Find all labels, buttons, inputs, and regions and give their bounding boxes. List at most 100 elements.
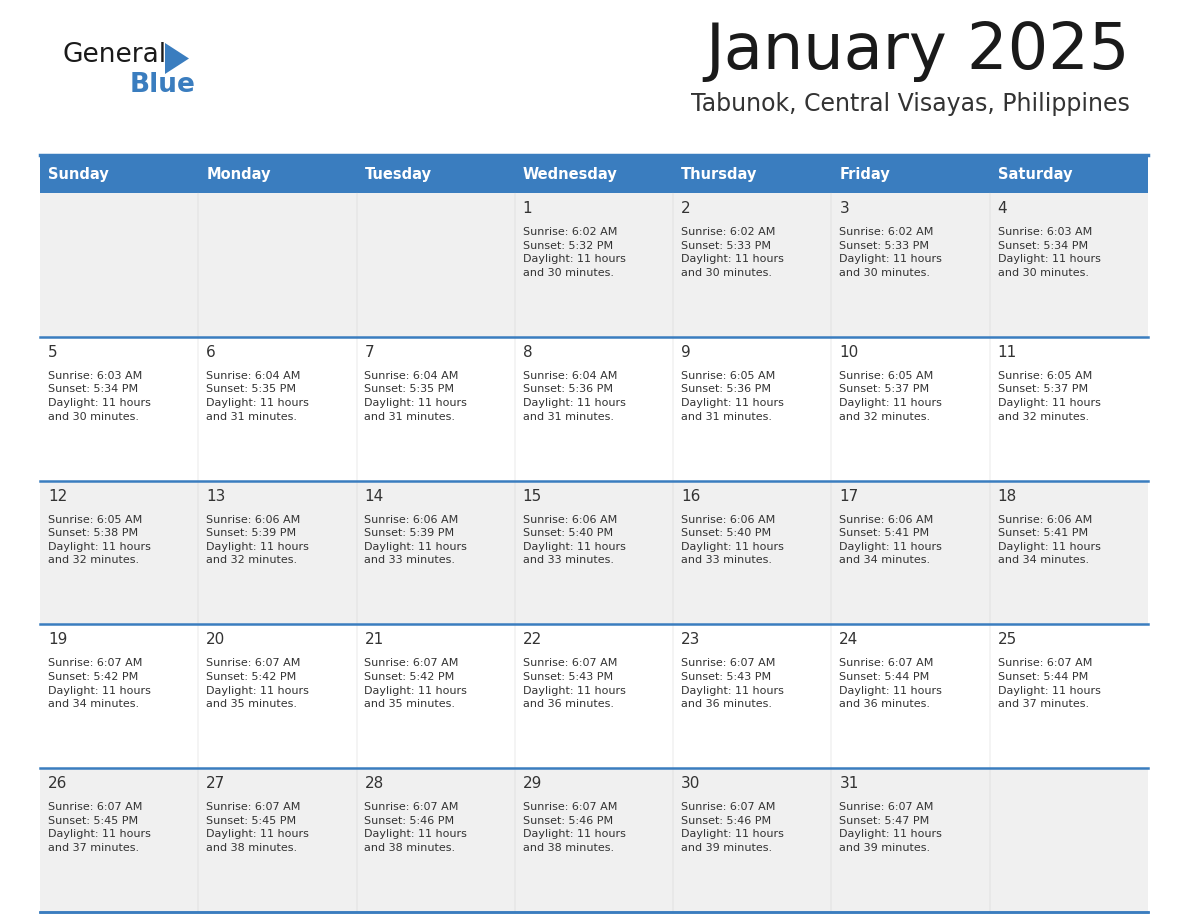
Text: Sunrise: 6:06 AM
Sunset: 5:39 PM
Daylight: 11 hours
and 33 minutes.: Sunrise: 6:06 AM Sunset: 5:39 PM Dayligh… [365,515,467,565]
Text: Monday: Monday [207,166,271,182]
Text: Sunrise: 6:02 AM
Sunset: 5:33 PM
Daylight: 11 hours
and 30 minutes.: Sunrise: 6:02 AM Sunset: 5:33 PM Dayligh… [840,227,942,278]
Text: Sunrise: 6:05 AM
Sunset: 5:36 PM
Daylight: 11 hours
and 31 minutes.: Sunrise: 6:05 AM Sunset: 5:36 PM Dayligh… [681,371,784,421]
Text: 5: 5 [48,345,57,360]
Bar [40,193,198,337]
Bar [990,624,1148,768]
Bar [356,193,514,337]
Text: Sunrise: 6:06 AM
Sunset: 5:40 PM
Daylight: 11 hours
and 33 minutes.: Sunrise: 6:06 AM Sunset: 5:40 PM Dayligh… [523,515,626,565]
Text: 23: 23 [681,633,701,647]
Text: Sunrise: 6:07 AM
Sunset: 5:42 PM
Daylight: 11 hours
and 35 minutes.: Sunrise: 6:07 AM Sunset: 5:42 PM Dayligh… [207,658,309,710]
Bar [40,624,198,768]
Bar [40,481,198,624]
Bar [832,624,990,768]
Text: Sunrise: 6:07 AM
Sunset: 5:44 PM
Daylight: 11 hours
and 37 minutes.: Sunrise: 6:07 AM Sunset: 5:44 PM Dayligh… [998,658,1100,710]
Bar [40,768,198,912]
Text: Sunrise: 6:07 AM
Sunset: 5:43 PM
Daylight: 11 hours
and 36 minutes.: Sunrise: 6:07 AM Sunset: 5:43 PM Dayligh… [523,658,626,710]
Bar [990,193,1148,337]
Text: Sunrise: 6:05 AM
Sunset: 5:37 PM
Daylight: 11 hours
and 32 minutes.: Sunrise: 6:05 AM Sunset: 5:37 PM Dayligh… [840,371,942,421]
Text: 20: 20 [207,633,226,647]
Text: 26: 26 [48,777,68,791]
Text: 14: 14 [365,488,384,504]
Bar [832,337,990,481]
Text: 27: 27 [207,777,226,791]
Text: 19: 19 [48,633,68,647]
Bar [514,337,674,481]
Text: 1: 1 [523,201,532,216]
Text: January 2025: January 2025 [706,20,1130,82]
Bar [990,337,1148,481]
Bar [40,155,1148,193]
Bar [990,768,1148,912]
Text: Sunrise: 6:03 AM
Sunset: 5:34 PM
Daylight: 11 hours
and 30 minutes.: Sunrise: 6:03 AM Sunset: 5:34 PM Dayligh… [998,227,1100,278]
Text: 10: 10 [840,345,859,360]
Text: Sunrise: 6:05 AM
Sunset: 5:38 PM
Daylight: 11 hours
and 32 minutes.: Sunrise: 6:05 AM Sunset: 5:38 PM Dayligh… [48,515,151,565]
Text: Sunrise: 6:07 AM
Sunset: 5:46 PM
Daylight: 11 hours
and 38 minutes.: Sunrise: 6:07 AM Sunset: 5:46 PM Dayligh… [365,802,467,853]
Text: Sunrise: 6:06 AM
Sunset: 5:41 PM
Daylight: 11 hours
and 34 minutes.: Sunrise: 6:06 AM Sunset: 5:41 PM Dayligh… [998,515,1100,565]
Text: Sunday: Sunday [48,166,108,182]
Bar [198,337,356,481]
Text: 22: 22 [523,633,542,647]
Bar [674,193,832,337]
Text: Sunrise: 6:02 AM
Sunset: 5:32 PM
Daylight: 11 hours
and 30 minutes.: Sunrise: 6:02 AM Sunset: 5:32 PM Dayligh… [523,227,626,278]
Bar [40,337,198,481]
Text: 8: 8 [523,345,532,360]
Text: 11: 11 [998,345,1017,360]
Text: 16: 16 [681,488,701,504]
Text: Sunrise: 6:07 AM
Sunset: 5:42 PM
Daylight: 11 hours
and 34 minutes.: Sunrise: 6:07 AM Sunset: 5:42 PM Dayligh… [48,658,151,710]
Text: 31: 31 [840,777,859,791]
Text: Sunrise: 6:04 AM
Sunset: 5:35 PM
Daylight: 11 hours
and 31 minutes.: Sunrise: 6:04 AM Sunset: 5:35 PM Dayligh… [207,371,309,421]
Text: 30: 30 [681,777,701,791]
Bar [514,481,674,624]
Text: General: General [62,42,166,68]
Text: Sunrise: 6:03 AM
Sunset: 5:34 PM
Daylight: 11 hours
and 30 minutes.: Sunrise: 6:03 AM Sunset: 5:34 PM Dayligh… [48,371,151,421]
Text: Sunrise: 6:07 AM
Sunset: 5:42 PM
Daylight: 11 hours
and 35 minutes.: Sunrise: 6:07 AM Sunset: 5:42 PM Dayligh… [365,658,467,710]
Text: Sunrise: 6:07 AM
Sunset: 5:45 PM
Daylight: 11 hours
and 38 minutes.: Sunrise: 6:07 AM Sunset: 5:45 PM Dayligh… [207,802,309,853]
Text: 3: 3 [840,201,849,216]
Bar [514,624,674,768]
Text: 25: 25 [998,633,1017,647]
Bar [514,768,674,912]
Text: 18: 18 [998,488,1017,504]
Text: Sunrise: 6:04 AM
Sunset: 5:36 PM
Daylight: 11 hours
and 31 minutes.: Sunrise: 6:04 AM Sunset: 5:36 PM Dayligh… [523,371,626,421]
Bar [674,624,832,768]
Text: Blue: Blue [129,72,196,98]
Text: Sunrise: 6:02 AM
Sunset: 5:33 PM
Daylight: 11 hours
and 30 minutes.: Sunrise: 6:02 AM Sunset: 5:33 PM Dayligh… [681,227,784,278]
Bar [356,481,514,624]
Text: 21: 21 [365,633,384,647]
Text: Sunrise: 6:07 AM
Sunset: 5:46 PM
Daylight: 11 hours
and 38 minutes.: Sunrise: 6:07 AM Sunset: 5:46 PM Dayligh… [523,802,626,853]
Text: Tabunok, Central Visayas, Philippines: Tabunok, Central Visayas, Philippines [691,92,1130,116]
Text: 4: 4 [998,201,1007,216]
Bar [674,481,832,624]
Bar [356,768,514,912]
Text: Wednesday: Wednesday [523,166,618,182]
Text: Sunrise: 6:07 AM
Sunset: 5:45 PM
Daylight: 11 hours
and 37 minutes.: Sunrise: 6:07 AM Sunset: 5:45 PM Dayligh… [48,802,151,853]
Bar [198,193,356,337]
Text: Friday: Friday [840,166,890,182]
Bar [356,337,514,481]
Bar [832,768,990,912]
Text: Sunrise: 6:07 AM
Sunset: 5:47 PM
Daylight: 11 hours
and 39 minutes.: Sunrise: 6:07 AM Sunset: 5:47 PM Dayligh… [840,802,942,853]
Text: 7: 7 [365,345,374,360]
Text: 24: 24 [840,633,859,647]
Text: Sunrise: 6:06 AM
Sunset: 5:40 PM
Daylight: 11 hours
and 33 minutes.: Sunrise: 6:06 AM Sunset: 5:40 PM Dayligh… [681,515,784,565]
Bar [356,624,514,768]
Text: Sunrise: 6:07 AM
Sunset: 5:44 PM
Daylight: 11 hours
and 36 minutes.: Sunrise: 6:07 AM Sunset: 5:44 PM Dayligh… [840,658,942,710]
Bar [198,768,356,912]
Text: Sunrise: 6:07 AM
Sunset: 5:46 PM
Daylight: 11 hours
and 39 minutes.: Sunrise: 6:07 AM Sunset: 5:46 PM Dayligh… [681,802,784,853]
Text: 12: 12 [48,488,68,504]
Bar [990,481,1148,624]
Text: 15: 15 [523,488,542,504]
Text: Sunrise: 6:05 AM
Sunset: 5:37 PM
Daylight: 11 hours
and 32 minutes.: Sunrise: 6:05 AM Sunset: 5:37 PM Dayligh… [998,371,1100,421]
Bar [198,481,356,624]
Text: 6: 6 [207,345,216,360]
Text: 13: 13 [207,488,226,504]
Text: Saturday: Saturday [998,166,1072,182]
Text: Sunrise: 6:06 AM
Sunset: 5:41 PM
Daylight: 11 hours
and 34 minutes.: Sunrise: 6:06 AM Sunset: 5:41 PM Dayligh… [840,515,942,565]
Text: Sunrise: 6:04 AM
Sunset: 5:35 PM
Daylight: 11 hours
and 31 minutes.: Sunrise: 6:04 AM Sunset: 5:35 PM Dayligh… [365,371,467,421]
Bar [832,193,990,337]
Text: Tuesday: Tuesday [365,166,431,182]
Text: Sunrise: 6:07 AM
Sunset: 5:43 PM
Daylight: 11 hours
and 36 minutes.: Sunrise: 6:07 AM Sunset: 5:43 PM Dayligh… [681,658,784,710]
Text: 29: 29 [523,777,542,791]
Bar [674,337,832,481]
Text: Thursday: Thursday [681,166,758,182]
